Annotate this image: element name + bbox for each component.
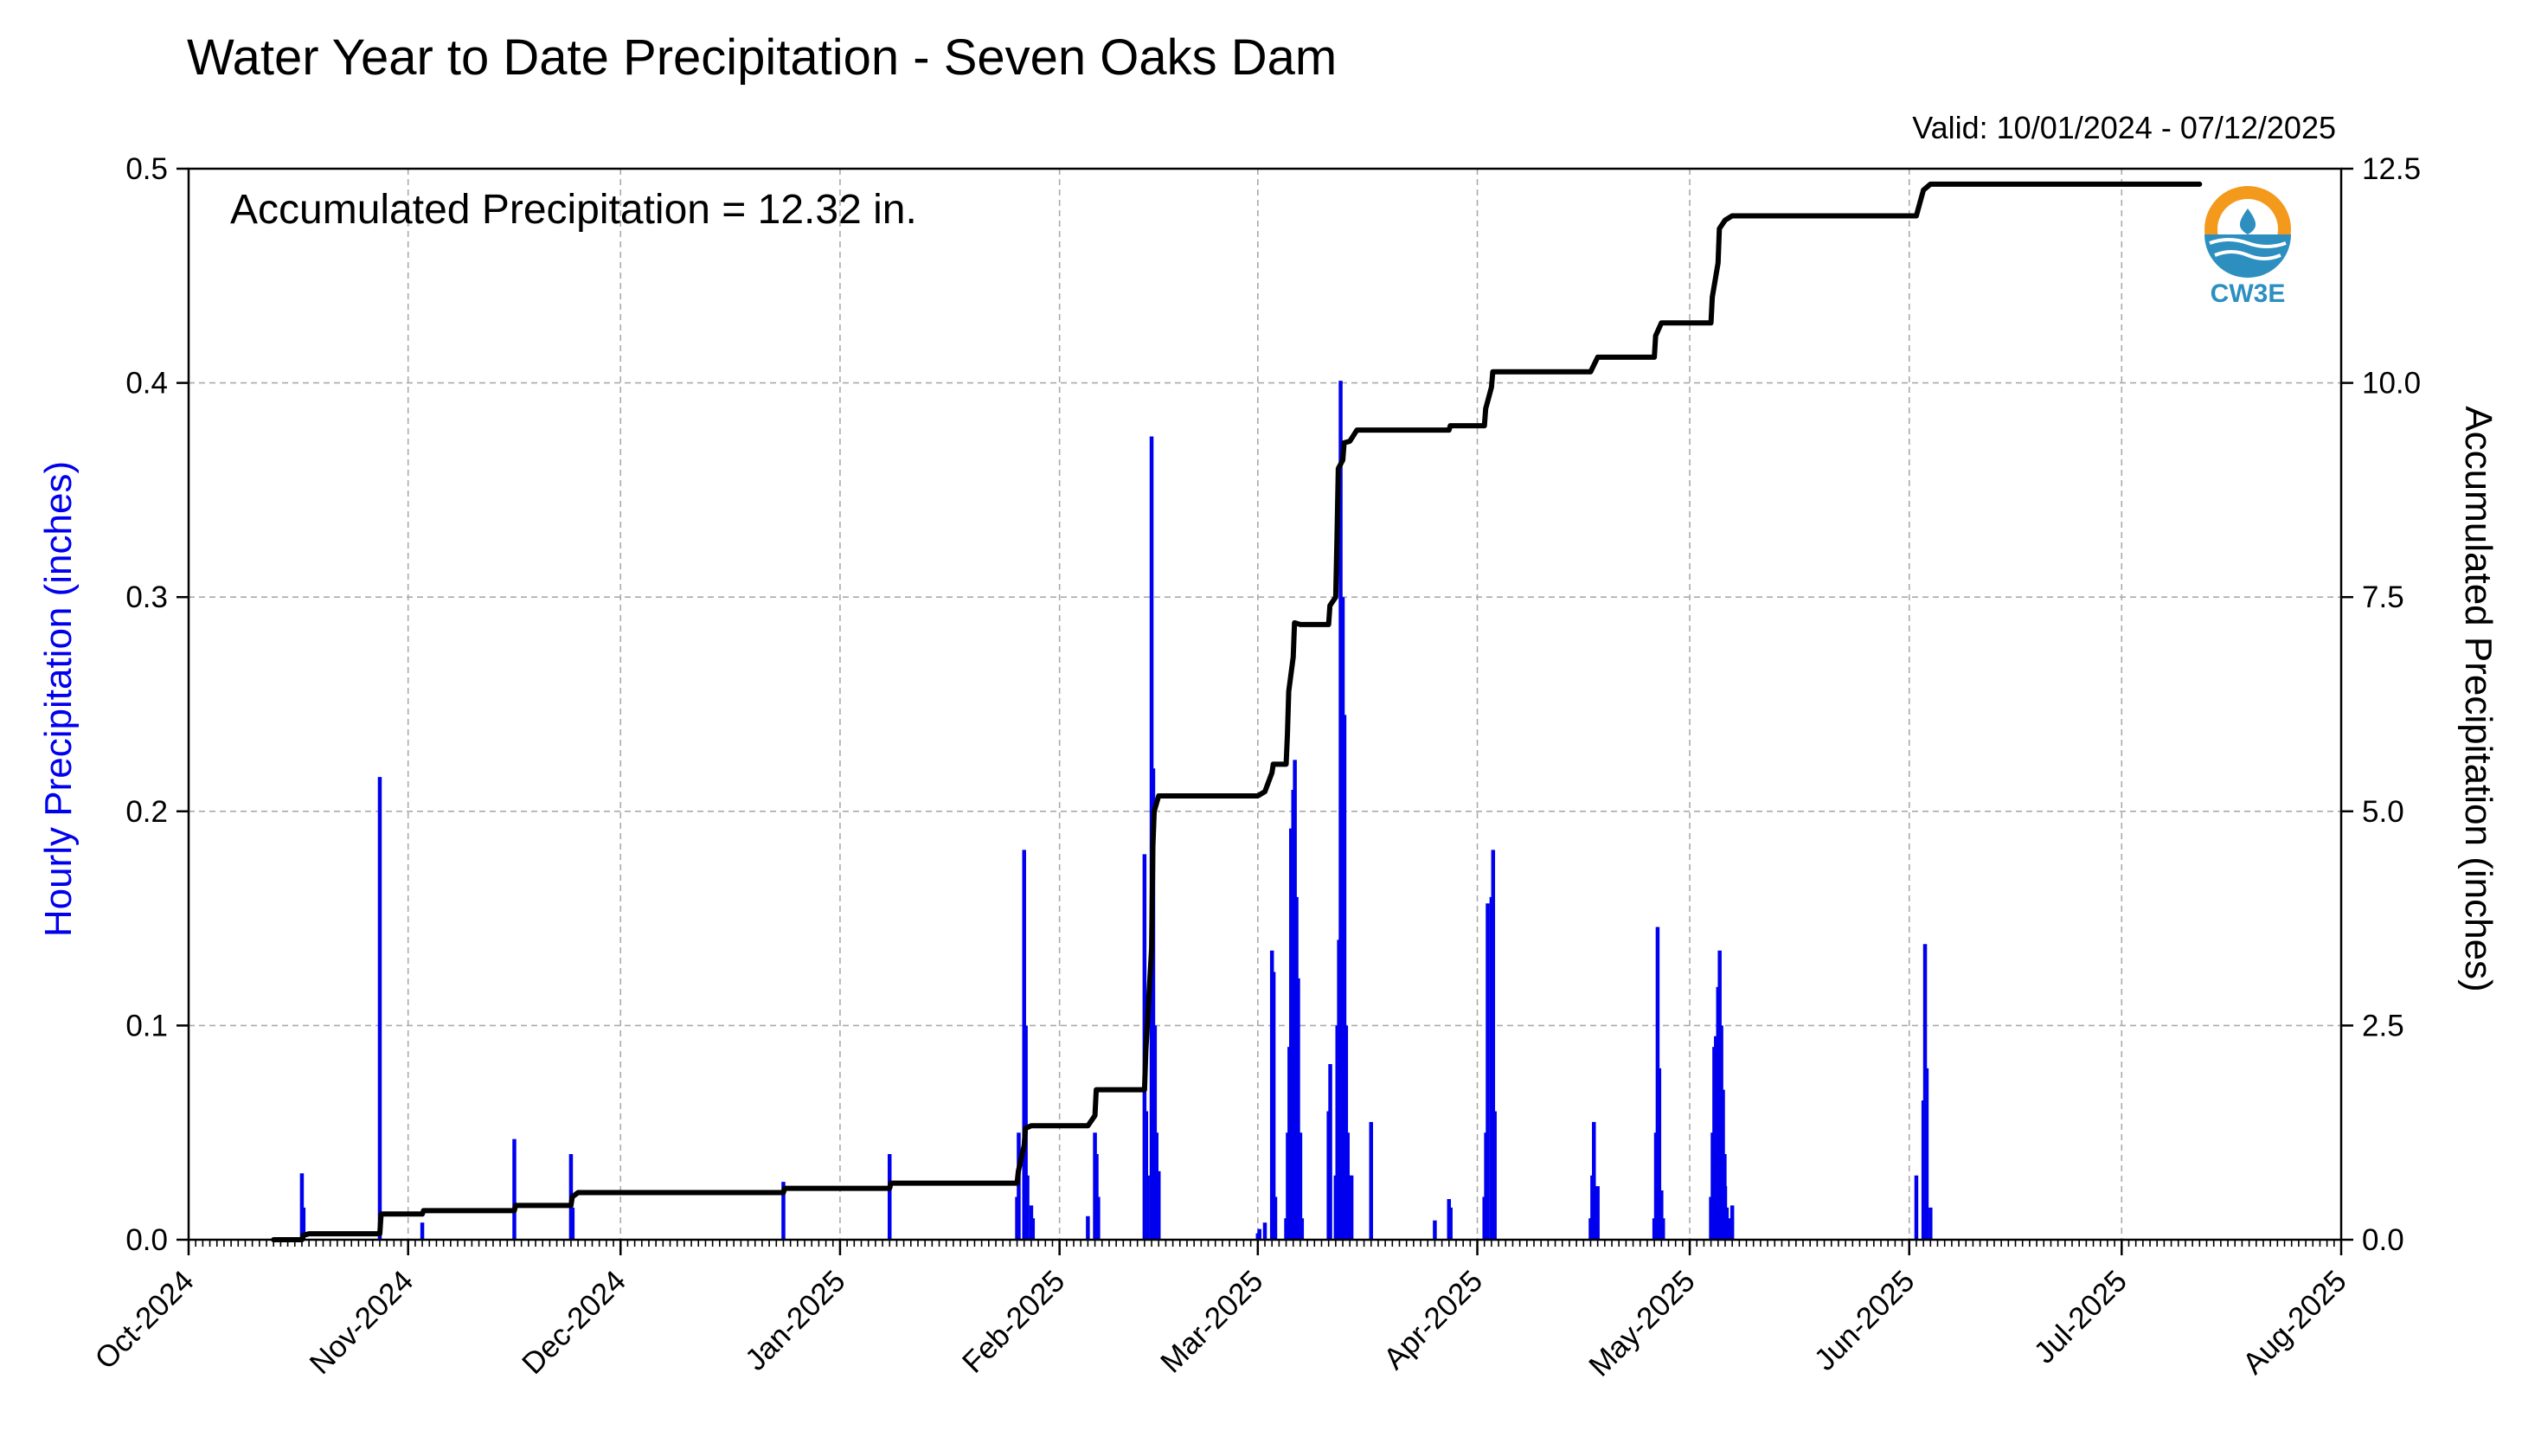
x-tick-label: Dec-2024 xyxy=(516,1264,632,1381)
x-tick-label: Jan-2025 xyxy=(739,1264,852,1377)
logo-text: CW3E xyxy=(2211,279,2286,308)
x-tick-label: Jul-2025 xyxy=(2027,1264,2134,1370)
x-tick-label: Oct-2024 xyxy=(88,1264,200,1376)
y-axis-label: Hourly Precipitation (inches) xyxy=(37,461,80,937)
cw3e-logo: CW3E xyxy=(2204,186,2291,308)
y2-tick-label: 0.0 xyxy=(2362,1223,2404,1257)
x-tick-label: Feb-2025 xyxy=(956,1264,1072,1380)
accumulated-precip-line xyxy=(271,181,2203,1242)
y-tick-label: 0.1 xyxy=(125,1009,168,1042)
axes: 0.0 0.0 0.1 2.5 0.2 5.0 0.3 7.5 0.4 10.0 0.5 12.5 Oc… xyxy=(88,152,2421,1383)
grid-lines xyxy=(189,169,2341,1240)
y-tick-label: 0.3 xyxy=(125,580,168,614)
y-tick-label: 0.0 xyxy=(125,1223,168,1257)
x-tick-label: Nov-2024 xyxy=(303,1264,420,1381)
valid-date-range: Valid: 10/01/2024 - 07/12/2025 xyxy=(1912,110,2336,145)
cw3e-water-drop-logo-icon xyxy=(2204,186,2291,278)
accumulated-precip-line-group xyxy=(271,181,2203,1242)
y2-tick-label: 5.0 xyxy=(2362,795,2404,829)
x-tick-label: Apr-2025 xyxy=(1377,1264,1489,1376)
x-tick-label: Jun-2025 xyxy=(1808,1264,1922,1377)
y2-tick-label: 12.5 xyxy=(2362,152,2421,186)
chart-title: Water Year to Date Precipitation - Seven… xyxy=(187,29,1337,86)
y2-tick-label: 2.5 xyxy=(2362,1009,2404,1042)
y-tick-label: 0.5 xyxy=(125,152,168,186)
x-tick-label: May-2025 xyxy=(1582,1264,1702,1383)
y-tick-label: 0.4 xyxy=(125,367,168,401)
y-tick-label: 0.2 xyxy=(125,795,168,829)
x-tick-label: Mar-2025 xyxy=(1154,1264,1269,1379)
plot-frame xyxy=(187,167,2343,1241)
x-tick-label: Aug-2025 xyxy=(2236,1264,2353,1381)
hourly-precip-bars xyxy=(299,381,1933,1240)
y2-tick-label: 10.0 xyxy=(2362,367,2421,401)
y2-tick-label: 7.5 xyxy=(2362,580,2404,614)
accumulated-total-annotation: Accumulated Precipitation = 12.32 in. xyxy=(230,187,917,233)
y2-axis-label: Accumulated Precipitation (inches) xyxy=(2457,406,2500,991)
